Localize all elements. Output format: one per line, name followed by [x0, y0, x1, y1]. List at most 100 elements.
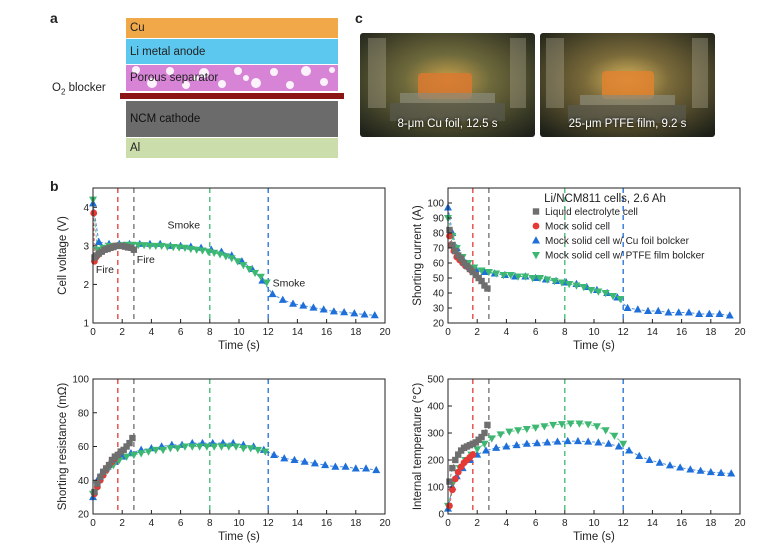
data-point — [97, 473, 104, 481]
y-tick-label: 4 — [83, 203, 89, 214]
data-point — [487, 435, 496, 443]
y-axis-label: Shorting resistance (mΩ) — [57, 383, 69, 511]
data-point — [635, 451, 644, 459]
legend: Liquid electrolyte cell Mock solid cell Mo… — [532, 207, 705, 262]
x-tick-label: 0 — [445, 518, 451, 529]
data-point — [126, 439, 133, 447]
data-point — [587, 287, 596, 295]
data-point — [543, 276, 552, 284]
data-point — [601, 290, 610, 298]
data-point — [192, 246, 201, 254]
data-point — [90, 209, 98, 217]
data-point — [557, 421, 566, 429]
data-point — [310, 459, 319, 467]
data-point — [452, 247, 459, 255]
data-point — [446, 226, 453, 234]
panel-letter-a: a — [50, 10, 58, 26]
data-point — [665, 461, 674, 469]
y-tick-label: 200 — [427, 456, 444, 467]
x-tick-label: 16 — [321, 327, 333, 338]
data-point — [705, 309, 714, 317]
y-axis-label: Shorting current (A) — [412, 205, 424, 306]
data-point — [122, 453, 131, 461]
data-point — [299, 301, 308, 309]
y-tick-label: 300 — [427, 429, 444, 440]
x-tick-label: 16 — [321, 518, 333, 529]
y-tick-label: 500 — [427, 375, 444, 386]
data-point — [633, 305, 642, 313]
data-point — [654, 306, 663, 314]
series-3 — [444, 436, 736, 512]
data-point — [448, 486, 456, 494]
x-tick-label: 6 — [533, 518, 539, 529]
data-point — [563, 436, 572, 445]
data-point — [484, 421, 491, 429]
data-point — [216, 251, 225, 259]
x-tick-label: 8 — [207, 518, 213, 529]
x-tick-label: 14 — [647, 327, 659, 338]
data-point — [186, 245, 195, 254]
data-point — [572, 282, 581, 290]
layer-separator-label: Porous separator — [130, 72, 219, 84]
data-point — [360, 310, 369, 318]
data-point — [715, 309, 724, 317]
data-point — [644, 306, 653, 314]
data-point — [114, 451, 122, 459]
photo-cu-foil-caption: 8-μm Cu foil, 12.5 s — [397, 118, 498, 130]
photo-ptfe-film: 25-μm PTFE film, 9.2 s — [540, 33, 715, 137]
data-point — [477, 267, 486, 275]
layer-cu-label: Cu — [130, 22, 145, 34]
x-tick-label: 0 — [90, 327, 96, 338]
y-tick-label: 2 — [83, 280, 89, 291]
legend-marker — [532, 222, 540, 230]
series-1 — [446, 421, 491, 485]
data-point — [623, 303, 632, 311]
x-tick-label: 2 — [474, 518, 480, 529]
data-point — [137, 450, 146, 458]
data-point — [514, 273, 523, 281]
y-tick-label: 400 — [427, 402, 444, 413]
data-point — [100, 468, 107, 476]
data-point — [270, 450, 279, 458]
legend-label: Mock solid cell w/ Cu foil bolcker — [545, 236, 690, 247]
x-tick-label: 14 — [292, 518, 304, 529]
y-tick-label: 80 — [78, 408, 90, 419]
data-point — [159, 446, 168, 455]
legend-item-1: Liquid electrolyte cell — [532, 207, 638, 218]
legend-label: Liquid electrolyte cell — [545, 207, 638, 218]
data-point — [180, 244, 189, 252]
data-point — [309, 303, 318, 311]
data-point — [514, 427, 523, 435]
layer-li-anode-label: Li metal anode — [130, 45, 206, 58]
data-point — [163, 243, 172, 251]
data-point — [321, 460, 330, 469]
data-point — [94, 480, 101, 487]
y-tick-label: 40 — [433, 289, 445, 300]
data-point — [601, 427, 610, 435]
data-point — [592, 423, 601, 431]
data-point — [480, 267, 489, 275]
data-point — [169, 244, 178, 252]
data-point — [372, 465, 381, 474]
x-axis-label: Time (s) — [573, 531, 615, 543]
data-point — [120, 446, 127, 454]
data-point — [251, 269, 260, 278]
series-line — [447, 423, 624, 507]
data-point — [604, 439, 613, 447]
data-point — [370, 311, 379, 319]
x-tick-label: 12 — [263, 518, 275, 529]
series-2 — [446, 451, 477, 510]
x-tick-label: 8 — [562, 518, 568, 529]
x-tick-label: 18 — [705, 327, 717, 338]
data-point — [341, 462, 350, 470]
x-tick-label: 6 — [178, 327, 184, 338]
data-point — [616, 296, 625, 304]
data-point — [123, 443, 130, 450]
data-point — [684, 308, 693, 316]
x-tick-label: 12 — [263, 327, 275, 338]
x-tick-label: 2 — [119, 327, 125, 338]
data-point — [351, 464, 360, 472]
y-tick-label: 50 — [433, 274, 445, 285]
layer-ncm-cathode: NCM cathode — [126, 101, 338, 137]
layer-separator: Porous separator — [126, 65, 338, 91]
